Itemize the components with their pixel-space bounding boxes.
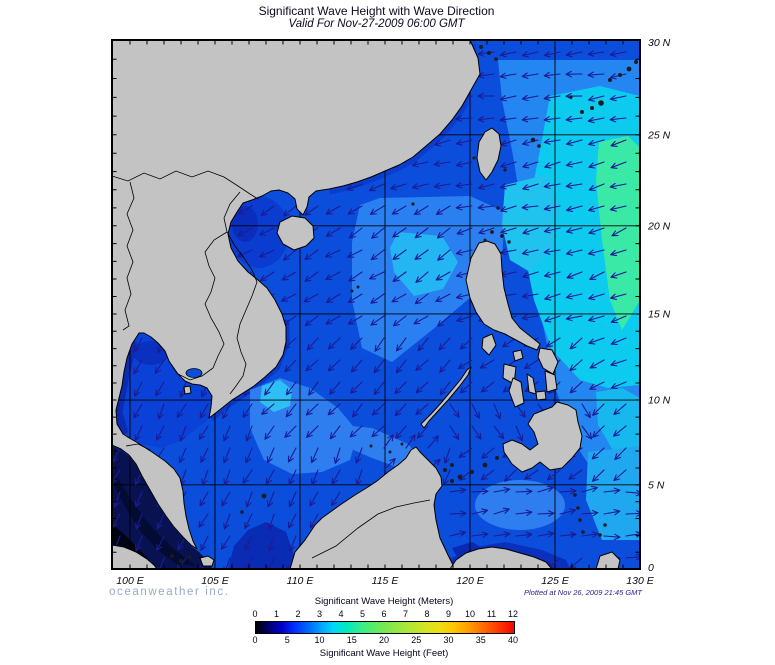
y-axis-label: 5 N (648, 479, 665, 491)
legend-colorbar (255, 621, 515, 634)
y-axis-label: 15 N (648, 308, 671, 320)
legend-tick: 35 (475, 635, 486, 645)
x-axis-label: 110 E (287, 575, 315, 587)
y-axis-label: 20 N (647, 220, 671, 232)
legend-tick: 7 (402, 609, 409, 619)
legend-tick: 6 (381, 609, 387, 619)
legend-tick: 20 (378, 635, 390, 645)
chart-title: Significant Wave Height with Wave Direct… (258, 4, 495, 18)
land-mindanao (502, 401, 583, 473)
legend-tick: 11 (486, 609, 497, 619)
land-hainan (276, 215, 315, 251)
legend-tick: 30 (443, 635, 454, 645)
x-axis-label: 105 E (201, 575, 229, 587)
plotted-timestamp: Plotted at Nov 26, 2009 21:45 GMT (524, 588, 642, 597)
land-mindoro (481, 333, 497, 356)
legend-meters-title: Significant Wave Height (Meters) (314, 596, 454, 607)
legend-tick: 10 (464, 609, 476, 619)
legend-tick: 0 (252, 609, 258, 619)
y-axis-label: 10 N (648, 395, 671, 407)
land-riau-islands (199, 555, 215, 567)
map-frame (111, 39, 641, 570)
tonle-sap-lake (185, 368, 203, 378)
legend-tick: 5 (284, 635, 290, 645)
y-axis-label: 25 N (647, 129, 671, 141)
legend-tick: 9 (445, 609, 452, 619)
legend-tick: 40 (507, 635, 519, 645)
land-mainland-asia (111, 39, 481, 550)
x-axis-label: 130 E (626, 575, 654, 587)
legend-meters-ticks: 0 1 2 3 4 5 6 7 8 9 10 11 12 (252, 609, 518, 619)
land-bohol (535, 390, 547, 401)
y-axis-label: 0 (648, 562, 654, 574)
landmasses (111, 39, 621, 570)
x-axis-labels: 100 E 105 E 110 E 115 E 120 E 125 E 130 E (116, 575, 654, 587)
legend-tick: 2 (295, 609, 301, 619)
small-islands (170, 45, 638, 563)
y-axis-labels: 30 N 25 N 20 N 15 N 10 N 5 N 0 (647, 37, 671, 574)
legend-tick: 4 (338, 609, 344, 619)
chart-subtitle: Valid For Nov-27-2009 06:00 GMT (288, 18, 465, 30)
degree-ticks (112, 40, 640, 569)
land-masbate (512, 349, 524, 362)
legend-tick: 1 (273, 609, 280, 619)
land-palawan (420, 366, 472, 429)
legend-tick: 12 (507, 609, 519, 619)
land-negros (508, 377, 525, 408)
y-axis-label: 30 N (648, 37, 671, 49)
legend-tick: 15 (346, 635, 357, 645)
x-axis-label: 120 E (456, 575, 484, 587)
malacca-strait-field (112, 446, 213, 569)
legend-tick: 3 (316, 609, 323, 619)
land-borneo (289, 446, 456, 570)
x-axis-label: 125 E (541, 575, 569, 587)
legend-tick: 10 (314, 635, 325, 645)
legend-tick: 8 (424, 609, 430, 619)
legend-tick: 0 (252, 635, 258, 645)
x-axis-label: 115 E (372, 575, 400, 587)
legend-tick: 25 (411, 635, 422, 645)
land-phu-quoc (183, 385, 192, 395)
legend-feet-title: Significant Wave Height (Feet) (319, 648, 449, 659)
land-sulawesi-arm (449, 546, 553, 570)
land-taiwan (476, 127, 502, 181)
country-borders (111, 170, 431, 559)
legend-tick: 5 (359, 609, 366, 619)
land-luzon (465, 240, 541, 351)
x-axis-label: 100 E (116, 575, 144, 587)
legend-feet-ticks: 0 5 10 15 20 25 30 35 40 (252, 635, 518, 645)
brand-text: oceanweather inc. (109, 586, 230, 598)
land-leyte (544, 370, 558, 393)
